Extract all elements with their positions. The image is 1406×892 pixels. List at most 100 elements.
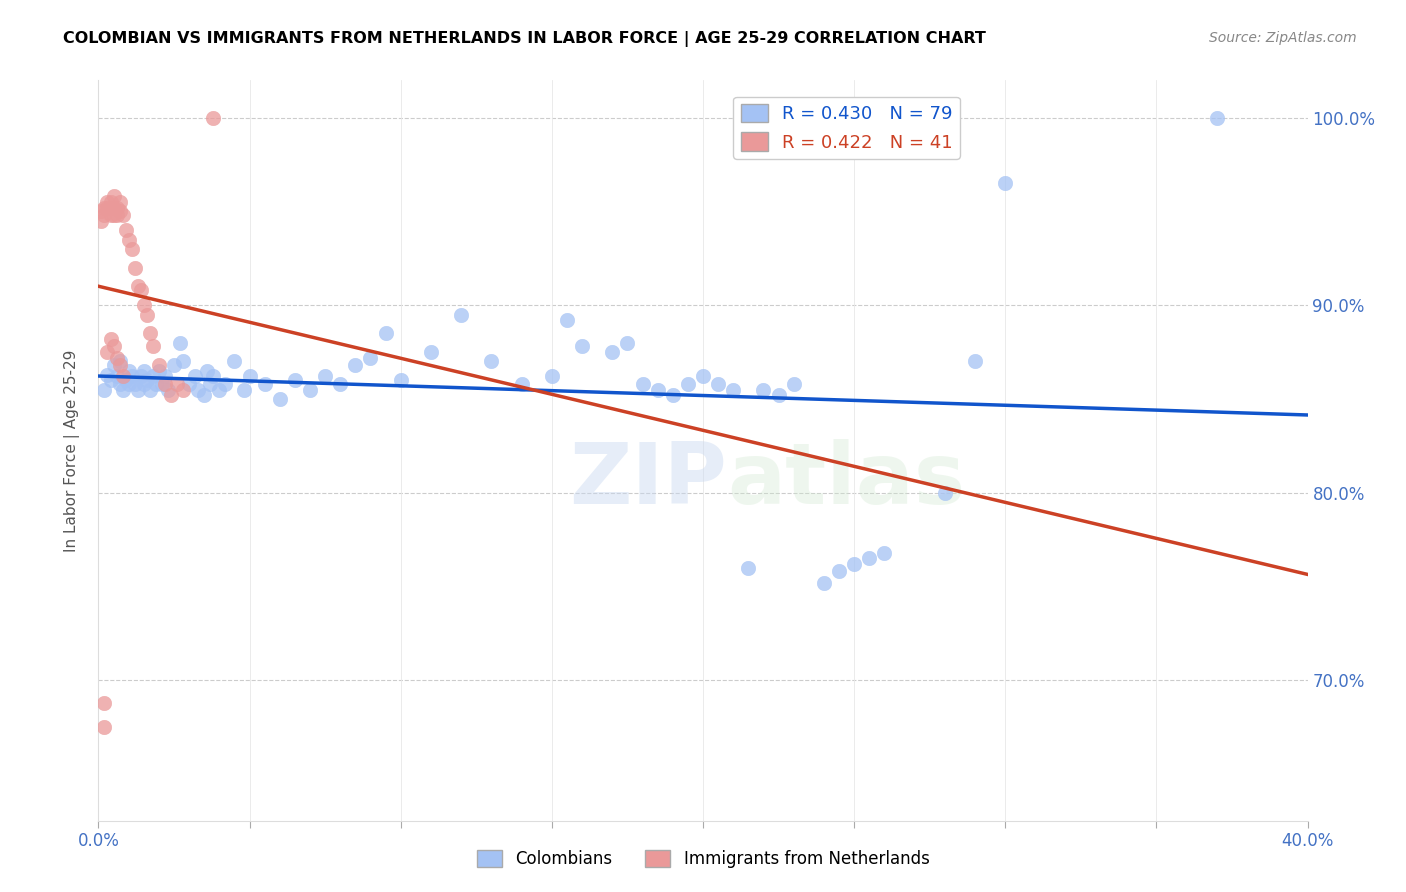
Point <box>121 369 143 384</box>
Point <box>873 546 896 560</box>
Point <box>108 358 131 372</box>
Point <box>481 354 503 368</box>
Point <box>813 575 835 590</box>
Text: COLOMBIAN VS IMMIGRANTS FROM NETHERLANDS IN LABOR FORCE | AGE 25-29 CORRELATION : COLOMBIAN VS IMMIGRANTS FROM NETHERLANDS… <box>63 31 986 47</box>
Point <box>374 326 396 341</box>
Point <box>118 376 141 391</box>
Point <box>127 279 149 293</box>
Point <box>124 260 146 275</box>
Point <box>111 208 134 222</box>
Point <box>100 373 122 387</box>
Point <box>934 485 956 500</box>
Y-axis label: In Labor Force | Age 25-29: In Labor Force | Age 25-29 <box>63 350 80 551</box>
Point <box>160 388 183 402</box>
Point <box>602 345 624 359</box>
Point <box>202 111 225 125</box>
Point <box>153 369 176 384</box>
Point <box>103 358 125 372</box>
Point <box>148 358 170 372</box>
Point <box>124 376 146 391</box>
Point <box>208 383 231 397</box>
Point <box>200 376 222 391</box>
Text: Source: ZipAtlas.com: Source: ZipAtlas.com <box>1209 31 1357 45</box>
Point <box>148 364 170 378</box>
Point <box>153 376 176 391</box>
Point <box>676 376 699 391</box>
Point <box>420 345 443 359</box>
Point <box>571 339 593 353</box>
Point <box>202 369 225 384</box>
Point <box>314 369 336 384</box>
Point <box>108 195 131 210</box>
Point <box>360 351 382 365</box>
Point <box>127 383 149 397</box>
Text: atlas: atlas <box>727 439 966 522</box>
Point <box>253 376 276 391</box>
Point <box>232 383 254 397</box>
Point <box>193 388 215 402</box>
Point <box>344 358 367 372</box>
Point <box>132 376 155 391</box>
Point <box>661 388 683 402</box>
Point <box>139 383 162 397</box>
Point <box>129 283 152 297</box>
Point <box>135 373 157 387</box>
Point <box>187 383 209 397</box>
Point <box>96 201 118 215</box>
Point <box>179 376 201 391</box>
Point <box>132 364 155 378</box>
Point <box>135 308 157 322</box>
Point <box>90 204 112 219</box>
Point <box>103 189 125 203</box>
Point <box>93 696 115 710</box>
Point <box>96 345 118 359</box>
Point <box>169 335 191 350</box>
Point <box>132 298 155 312</box>
Point <box>150 376 173 391</box>
Point <box>707 376 730 391</box>
Point <box>156 383 179 397</box>
Point <box>142 339 165 353</box>
Point <box>108 354 131 368</box>
Point <box>129 369 152 384</box>
Point <box>858 551 880 566</box>
Point <box>768 388 790 402</box>
Point <box>114 373 136 387</box>
Point <box>389 373 412 387</box>
Point <box>93 383 115 397</box>
Point <box>142 369 165 384</box>
Point <box>121 242 143 256</box>
Point <box>111 369 134 384</box>
Point <box>723 383 745 397</box>
Point <box>752 383 775 397</box>
Point <box>224 354 246 368</box>
Point <box>93 201 115 215</box>
Point <box>540 369 562 384</box>
Point <box>647 383 669 397</box>
Point <box>96 368 118 382</box>
Point <box>166 376 188 391</box>
Point <box>214 376 236 391</box>
Point <box>93 720 115 734</box>
Point <box>783 376 806 391</box>
Point <box>692 369 714 384</box>
Legend: Colombians, Immigrants from Netherlands: Colombians, Immigrants from Netherlands <box>470 843 936 875</box>
Point <box>450 308 472 322</box>
Legend: R = 0.430   N = 79, R = 0.422   N = 41: R = 0.430 N = 79, R = 0.422 N = 41 <box>734 96 960 159</box>
Point <box>269 392 291 406</box>
Point <box>105 351 128 365</box>
Point <box>100 195 122 210</box>
Point <box>172 354 194 368</box>
Point <box>163 358 186 372</box>
Point <box>105 208 128 222</box>
Point <box>105 201 128 215</box>
Point <box>737 560 759 574</box>
Point <box>96 195 118 210</box>
Point <box>994 177 1017 191</box>
Point <box>145 376 167 391</box>
Point <box>100 208 122 222</box>
Point <box>103 339 125 353</box>
Point <box>1206 111 1229 125</box>
Point <box>329 376 352 391</box>
Point <box>105 369 128 384</box>
